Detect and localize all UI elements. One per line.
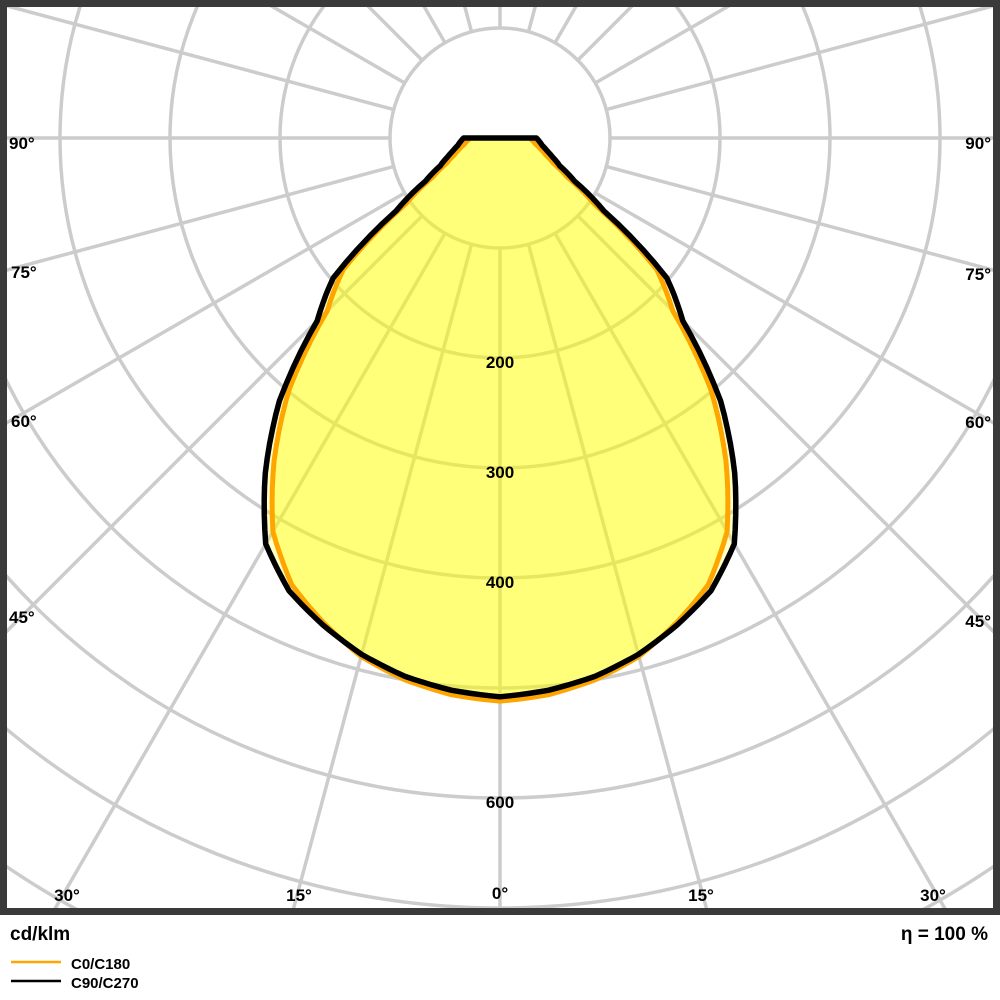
ring-label: 600 (486, 793, 514, 812)
plot-frame (0, 0, 1000, 915)
legend: C0/C180 C90/C270 (11, 956, 139, 992)
grid-spoke (553, 232, 947, 908)
grid-spoke (594, 191, 993, 425)
grid-spoke (7, 164, 395, 272)
legend-item-c0-c180: C0/C180 (11, 956, 130, 973)
ring-label: 300 (486, 463, 514, 482)
angle-label: 30° (54, 886, 80, 905)
grid-spoke (576, 7, 634, 62)
curve-fill-c0-c180 (272, 138, 728, 702)
angle-label: 0° (492, 884, 508, 903)
polar-plot-labels: 200 300 400 600 90° 75° 60° 45° 30° 15° 0° 15° 30° 45… (9, 134, 991, 905)
legend-label-c90-c270: C90/C270 (71, 975, 139, 992)
grid-spoke (291, 243, 474, 908)
angle-label: 90° (965, 134, 991, 153)
angle-label: 90° (9, 134, 35, 153)
angle-label: 45° (9, 608, 35, 627)
grid-spoke (7, 214, 424, 634)
angle-label: 60° (11, 412, 37, 431)
curve-fill-c90-c270 (264, 138, 736, 697)
angle-label: 15° (688, 886, 714, 905)
grid-spoke (605, 164, 993, 272)
grid-spoke (526, 243, 709, 908)
unit-label: cd/klm (10, 924, 70, 945)
grid-spoke (594, 7, 731, 85)
angle-label: 60° (965, 413, 991, 432)
grid-spoke (7, 7, 395, 112)
grid-spoke (605, 7, 993, 112)
grid-spoke (53, 232, 447, 908)
efficiency-label: η = 100 % (901, 924, 988, 945)
angle-label: 45° (965, 612, 991, 631)
ring-label: 400 (486, 573, 514, 592)
grid-spoke (7, 191, 406, 425)
angle-label: 30° (920, 886, 946, 905)
legend-label-c0-c180: C0/C180 (71, 956, 130, 973)
angle-label: 75° (965, 265, 991, 284)
angle-label: 75° (11, 263, 37, 282)
ring-label: 200 (486, 353, 514, 372)
angle-label: 15° (286, 886, 312, 905)
legend-item-c90-c270: C90/C270 (11, 975, 139, 992)
grid-spoke (269, 7, 406, 85)
grid-spoke (366, 7, 424, 62)
curve-c90-c270 (261, 135, 739, 700)
grid-spoke (576, 214, 993, 634)
